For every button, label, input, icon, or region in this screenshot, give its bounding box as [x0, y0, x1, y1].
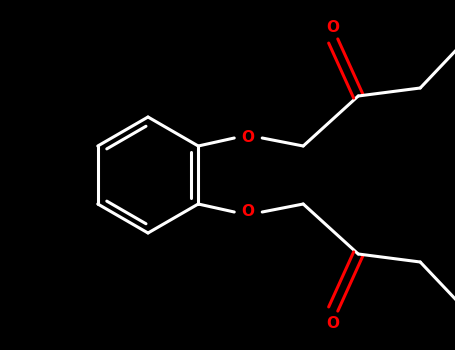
Text: O: O — [242, 131, 255, 146]
Text: O: O — [242, 204, 255, 219]
Text: O: O — [327, 315, 340, 330]
Text: O: O — [327, 20, 340, 35]
